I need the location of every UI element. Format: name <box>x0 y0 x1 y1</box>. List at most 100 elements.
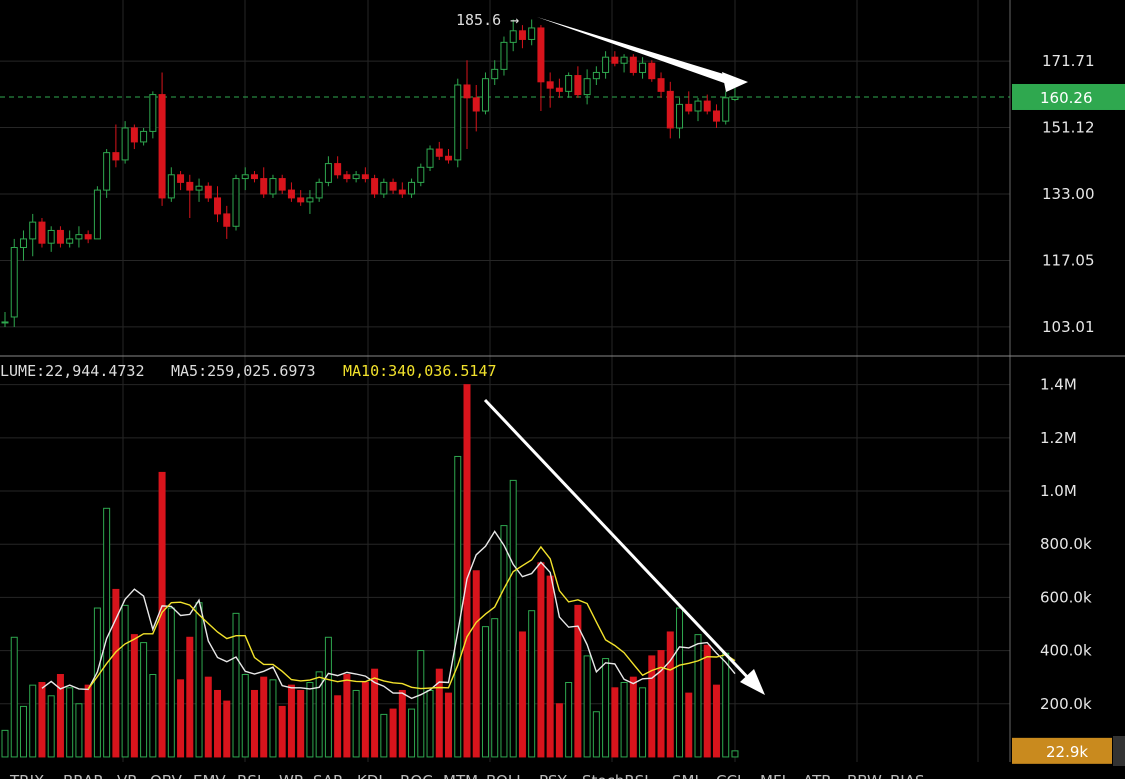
indicator-tab[interactable]: VR <box>117 772 138 779</box>
volume-bar <box>278 705 286 758</box>
indicator-tab[interactable]: SAR <box>313 772 343 779</box>
candle-body <box>426 148 434 168</box>
candle-body <box>1 321 9 324</box>
volume-bar <box>565 681 573 758</box>
volume-bar <box>611 687 619 758</box>
ma10-line <box>87 545 736 690</box>
volume-bar <box>1 729 9 758</box>
indicator-tabs: TRIX BRAR VR OBV EMV RSI WR SAR KDJ ROC MTM BOLL PSY… <box>9 772 925 779</box>
scroll-button[interactable] <box>1113 736 1125 766</box>
trend-arrow <box>537 17 748 92</box>
candle-body <box>241 174 249 180</box>
candle-body <box>112 152 120 161</box>
candle-body <box>38 221 46 244</box>
volume-bar <box>509 479 517 758</box>
candle-body <box>574 75 582 96</box>
volume-bar <box>417 650 425 758</box>
indicator-tab[interactable]: BIAS <box>890 772 925 779</box>
candle-body <box>315 181 323 199</box>
candle-body <box>435 148 443 157</box>
candle-body <box>56 229 64 244</box>
volume-bar <box>712 684 720 758</box>
candle-body <box>297 197 305 203</box>
volume-bar <box>29 684 37 758</box>
y-tick-label: 1.4M <box>1040 376 1077 394</box>
candle-body <box>306 197 314 203</box>
volume-bar <box>361 681 369 758</box>
indicator-tab[interactable]: WR <box>279 772 304 779</box>
volume-bar <box>56 674 64 758</box>
arrow-shaft <box>537 17 730 84</box>
candle-body <box>93 189 101 240</box>
volume-bar <box>158 471 166 758</box>
y-tick-label: 151.12 <box>1042 119 1095 137</box>
indicator-tab[interactable]: PSY <box>539 772 568 779</box>
volume-bar <box>629 676 637 758</box>
candle-body <box>140 130 148 143</box>
volume-bar <box>500 525 508 758</box>
candle-body <box>260 178 268 195</box>
last-volume-label: 22.9k <box>1046 743 1088 761</box>
candle-body <box>712 110 720 122</box>
volume-bar <box>380 713 388 758</box>
candle-body <box>223 213 231 227</box>
indicator-tab[interactable]: BRAR <box>63 772 104 779</box>
indicator-tab[interactable]: StochRSI <box>582 772 649 779</box>
volume-bar <box>84 684 92 758</box>
candle-body <box>47 229 55 244</box>
candle-body <box>232 178 240 227</box>
volume-bar <box>260 676 268 758</box>
volume-bar <box>19 705 27 758</box>
indicator-tab[interactable]: RSI <box>237 772 261 779</box>
candle-body <box>250 174 258 180</box>
indicator-tab[interactable]: ROC <box>400 772 433 779</box>
volume-bar <box>463 384 471 758</box>
trend-arrow <box>483 398 765 695</box>
indicator-tab[interactable]: MFI <box>760 772 786 779</box>
indicator-tab[interactable]: KDJ <box>357 772 383 779</box>
indicator-tab[interactable]: SMI <box>672 772 699 779</box>
candle-body <box>408 181 416 195</box>
volume-bar <box>93 607 101 758</box>
last-volume-box <box>1012 737 1112 764</box>
y-tick-label: 1.0M <box>1040 482 1077 500</box>
volume-bar <box>518 631 526 758</box>
volume-bar <box>66 687 74 758</box>
indicator-tab[interactable]: TRIX <box>9 772 44 779</box>
marks <box>0 19 1010 758</box>
volume-bar <box>620 681 628 758</box>
indicator-tab[interactable]: MTM <box>443 772 478 779</box>
volume-bar <box>398 689 406 758</box>
candle-body <box>130 127 138 143</box>
ma5-line <box>41 530 736 700</box>
y-tick-label: 117.05 <box>1042 251 1095 269</box>
volume-label: LUME:22,944.4732 <box>0 362 145 380</box>
candle-body <box>546 81 554 89</box>
volume-bar <box>685 692 693 758</box>
indicator-tab[interactable]: EMV <box>193 772 226 779</box>
candle-body <box>565 75 573 92</box>
candle-body <box>177 174 185 183</box>
indicator-tab[interactable]: OBV <box>150 772 183 779</box>
candle-body <box>509 30 517 43</box>
candle-body <box>463 84 471 99</box>
volume-bar <box>408 708 416 758</box>
indicator-tab[interactable]: BBW <box>847 772 882 779</box>
y-tick-label: 133.00 <box>1042 185 1095 203</box>
volume-bar <box>214 689 222 758</box>
candle-body <box>380 181 388 195</box>
indicator-tab[interactable]: ATR <box>803 772 832 779</box>
candle-body <box>389 181 397 191</box>
candle-body <box>29 221 37 240</box>
candle-body <box>454 84 462 161</box>
indicator-tab[interactable]: CCI <box>716 772 741 779</box>
volume-bar <box>149 674 157 758</box>
candle-body <box>334 163 342 176</box>
candle-body <box>583 78 591 96</box>
indicator-tab[interactable]: BOLL <box>486 772 525 779</box>
volume-bar <box>352 689 360 758</box>
y-tick-label: 800.0k <box>1040 535 1092 553</box>
candle-body <box>149 94 157 132</box>
current-price-label: 160.26 <box>1040 89 1093 107</box>
volume-bar <box>297 689 305 758</box>
